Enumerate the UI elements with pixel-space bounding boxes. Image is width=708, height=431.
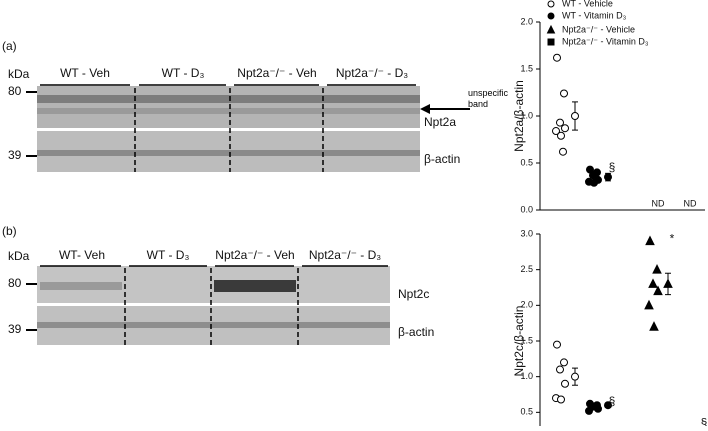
- data-point: [556, 365, 564, 374]
- data-point: [649, 321, 659, 331]
- annotation: ND: [684, 198, 697, 208]
- legend-label: WT - Vehicle: [562, 0, 613, 8]
- y-tick-label: 2.0: [520, 300, 533, 310]
- note-box: unspecific band: [468, 88, 509, 109]
- band-label: Npt2a: [424, 115, 456, 129]
- y-tick-label: 0.5: [520, 407, 533, 417]
- data-point: [553, 53, 561, 62]
- mean-marker: [604, 173, 612, 182]
- legend-label: Npt2a⁻/⁻ - Vitamin D₃: [562, 36, 649, 46]
- data-point: [590, 178, 598, 187]
- blot: [37, 86, 420, 128]
- legend-marker: [547, 12, 555, 20]
- blot-band: [214, 280, 296, 292]
- blot-band: [37, 150, 420, 156]
- data-point: [556, 118, 564, 127]
- legend-marker: [547, 38, 555, 46]
- lane-label: WT - D₃: [162, 66, 205, 80]
- data-point: [560, 358, 568, 367]
- legend-label: Npt2a⁻/⁻ - Vehicle: [562, 24, 635, 34]
- y-tick-label: 0.5: [520, 157, 533, 167]
- annotation: ND: [652, 198, 665, 208]
- lane-label: WT- Veh: [59, 248, 105, 262]
- annotation: *: [670, 231, 675, 245]
- mean-marker: [663, 278, 673, 288]
- y-tick-label: 3.0: [520, 228, 533, 238]
- kda-label: kDa: [8, 249, 30, 263]
- panel-label: (b): [2, 224, 17, 238]
- lane-label: Npt2a⁻/⁻ - Veh: [237, 66, 316, 80]
- lane-label: Npt2a⁻/⁻ - Veh: [215, 248, 294, 262]
- data-point: [589, 171, 597, 180]
- data-point: [559, 147, 567, 156]
- mw-marker: 39: [8, 148, 22, 162]
- mw-marker: 39: [8, 322, 22, 336]
- y-tick-label: 1.5: [520, 63, 533, 73]
- y-tick-label: 2.5: [520, 264, 533, 274]
- blot-band: [37, 108, 420, 114]
- kda-label: kDa: [8, 67, 30, 81]
- lane-dividers: [134, 88, 324, 172]
- mean-marker: [604, 401, 612, 410]
- data-point: [560, 89, 568, 98]
- legend-marker: [547, 0, 555, 8]
- mw-marker: 80: [8, 84, 22, 98]
- data-point: [594, 404, 602, 413]
- data-point: [552, 127, 560, 136]
- y-tick-label: 1.0: [520, 110, 533, 120]
- panel-label: (a): [2, 39, 17, 53]
- lane-label: Npt2a⁻/⁻ - D₃: [336, 66, 408, 80]
- data-point: [553, 340, 561, 349]
- data-point: [557, 395, 565, 404]
- blot-band: [37, 322, 390, 328]
- band-label: β-actin: [398, 325, 434, 339]
- mean-marker: [571, 112, 579, 120]
- band-label: β-actin: [424, 152, 460, 166]
- lane-label: WT - D₃: [147, 248, 190, 262]
- annotation: §: [701, 415, 708, 426]
- data-point: [644, 299, 654, 310]
- lane-label: Npt2a⁻/⁻ - D₃: [309, 248, 381, 262]
- band-label: Npt2c: [398, 287, 429, 301]
- legend-marker: [546, 24, 556, 34]
- y-tick-label: 0.0: [520, 204, 533, 214]
- y-axis-label: Npt2c/β-actin: [512, 306, 526, 377]
- mean-marker: [571, 372, 579, 381]
- data-point: [557, 131, 565, 140]
- legend-label: WT - Vitamin D₃: [562, 10, 627, 20]
- lane-label: WT - Veh: [60, 66, 110, 80]
- y-tick-label: 1.5: [520, 335, 533, 345]
- data-point: [648, 278, 658, 288]
- y-tick-label: 2.0: [520, 16, 533, 26]
- data-point: [645, 235, 655, 246]
- arrow-note: unspecific band: [468, 88, 509, 109]
- annotation: §: [609, 394, 616, 408]
- data-point: [585, 406, 593, 415]
- lane-dividers: [124, 268, 299, 345]
- blot-band: [40, 282, 122, 290]
- blot-band: [37, 95, 420, 103]
- y-axis-label: Npt2a/β-actin: [512, 80, 526, 152]
- data-point: [653, 285, 663, 296]
- data-point: [561, 379, 569, 388]
- mw-marker: 80: [8, 276, 22, 290]
- annotation: §: [609, 160, 616, 174]
- data-point: [561, 124, 569, 133]
- data-point: [652, 264, 662, 274]
- arrow-head: [420, 104, 430, 114]
- y-tick-label: 1.0: [520, 371, 533, 381]
